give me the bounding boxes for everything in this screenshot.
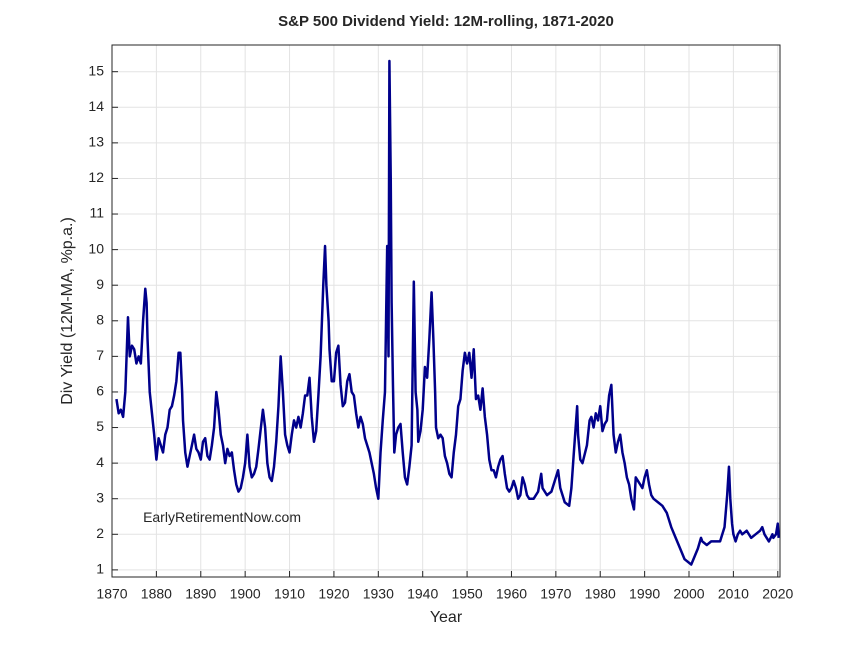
x-tick-label: 2000 — [673, 586, 704, 602]
x-tick-label: 1880 — [141, 586, 172, 602]
y-axis-label: Div Yield (12M-MA, %p.a.) — [59, 217, 76, 405]
y-tick-label: 4 — [96, 454, 104, 470]
y-tick-label: 11 — [89, 205, 104, 221]
y-tick-label: 8 — [96, 311, 104, 327]
x-tick-label: 1890 — [185, 586, 216, 602]
y-tick-label: 15 — [88, 62, 104, 78]
y-tick-label: 7 — [96, 347, 104, 363]
data-line — [115, 59, 780, 566]
y-tick-label: 3 — [96, 489, 104, 505]
y-tick-label: 10 — [88, 240, 104, 256]
x-tick-label: 1990 — [629, 586, 660, 602]
x-tick-label: 2010 — [718, 586, 749, 602]
y-tick-label: 2 — [96, 525, 104, 541]
y-tick-label: 14 — [88, 98, 104, 114]
x-tick-label: 2020 — [762, 586, 793, 602]
y-tick-label: 12 — [88, 169, 104, 185]
x-tick-label: 1950 — [452, 586, 483, 602]
x-tick-label: 1900 — [230, 586, 261, 602]
y-tick-label: 5 — [96, 418, 104, 434]
x-axis-label: Year — [430, 609, 463, 626]
x-tick-label: 1960 — [496, 586, 527, 602]
y-tick-label: 6 — [96, 383, 104, 399]
y-tick-label: 1 — [96, 561, 104, 577]
x-tick-label: 1920 — [318, 586, 349, 602]
x-tick-label: 1930 — [363, 586, 394, 602]
y-tick-label: 13 — [88, 134, 104, 150]
annotation: EarlyRetirementNow.com — [143, 509, 301, 525]
x-tick-label: 1970 — [540, 586, 571, 602]
x-tick-label: 1870 — [96, 586, 127, 602]
plot-frame — [111, 44, 781, 578]
x-tick-label: 1980 — [585, 586, 616, 602]
chart-title: S&P 500 Dividend Yield: 12M-rolling, 187… — [278, 13, 614, 30]
x-tick-label: 1940 — [407, 586, 438, 602]
y-tick-label: 9 — [96, 276, 104, 292]
x-tick-label: 1910 — [274, 586, 305, 602]
